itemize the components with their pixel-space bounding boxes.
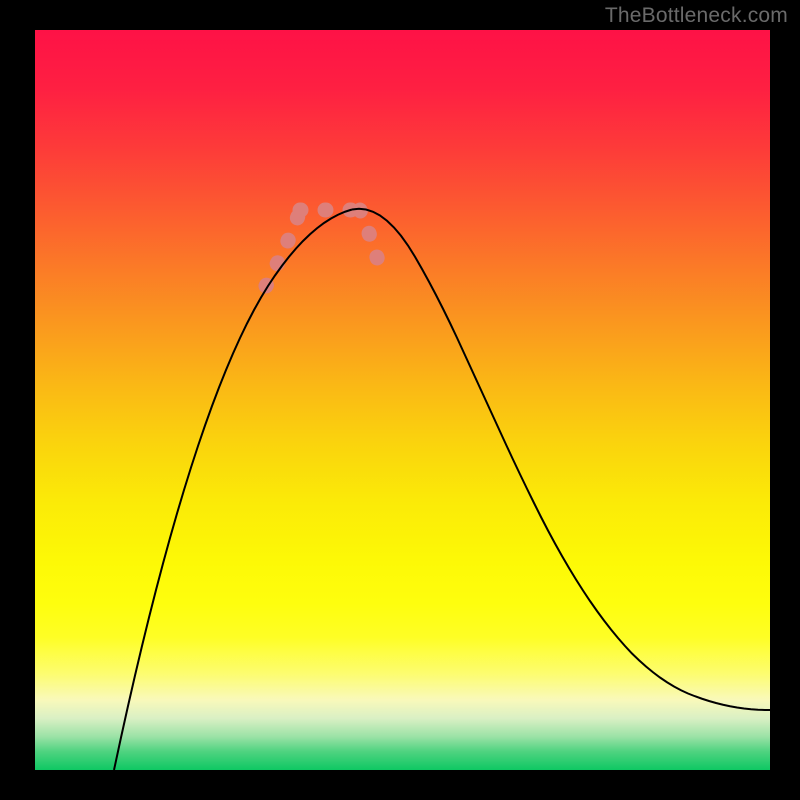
left-curve — [114, 210, 352, 771]
watermark-text: TheBottleneck.com — [605, 4, 788, 28]
curves-layer — [35, 30, 770, 770]
right-curve — [352, 209, 770, 710]
valley-overlay — [266, 210, 383, 286]
plot-area — [35, 30, 770, 770]
